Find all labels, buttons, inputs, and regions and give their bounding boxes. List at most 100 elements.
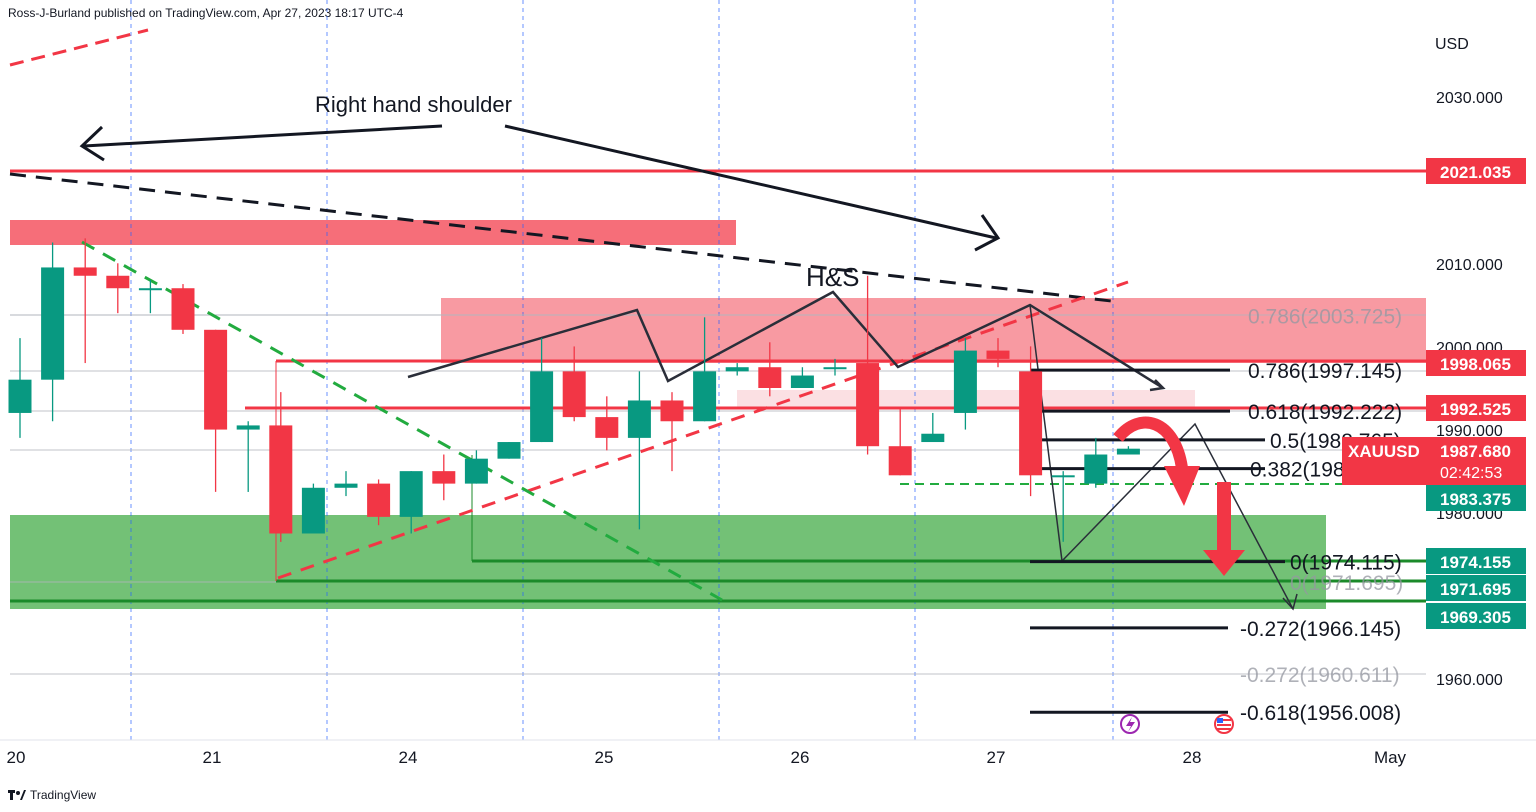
fib-label-0: 0.786(1997.145) [1248,360,1402,383]
current-price: 1987.680 [1440,442,1511,461]
candle-body-1 [41,267,65,380]
tradingview-logo-icon [8,789,26,801]
x-tick-label-4: 26 [791,748,810,767]
shoulder-arrow-right-head [974,214,1001,252]
event-lightning-glyph [1126,717,1135,732]
candle-body-23 [758,367,782,388]
candle-body-0 [8,379,32,413]
shoulder-arrow-left [83,124,443,148]
price-label-box-0 [1426,158,1526,184]
red-curved-arrow-head [1164,466,1200,506]
price-label-box-5 [1426,575,1526,601]
trendline-red-top [9,28,149,67]
price-label-5: 1971.695 [1440,580,1511,599]
candle-body-33 [1084,454,1108,484]
fib-label-4: 0(1974.115) [1290,552,1402,575]
candle-body-4 [138,288,162,291]
h-and-s-arrowhead [1149,379,1166,392]
candle-body-5 [171,288,195,330]
projection-arrowhead [1282,593,1298,611]
x-tick-label-3: 25 [595,748,614,767]
annotation-right-hand-shoulder: Right hand shoulder [315,92,512,117]
neckline-dashed-black [9,172,1121,304]
price-label-box-2 [1426,395,1526,421]
candle-body-24 [790,375,814,388]
y-tick-label-1: 2010.000 [1436,257,1503,274]
candle-body-34 [1116,448,1140,455]
y-tick-label-0: 2030.000 [1436,90,1503,107]
candle-body-7 [236,425,260,430]
price-label-3: 1983.375 [1440,490,1511,509]
footer-label: TradingView [30,788,97,802]
x-tick-label-7: May [1374,748,1407,767]
x-tick-label-0: 20 [7,748,26,767]
candle-body-30 [986,350,1010,359]
candle-body-10 [334,483,358,488]
fib-label-5: -0.272(1966.145) [1240,618,1401,641]
resistance-zone-h-and-s [441,298,1426,363]
x-tick-label-2: 24 [399,748,418,767]
price-label-box-1 [1426,350,1526,376]
x-tick-label-6: 28 [1183,748,1202,767]
tradingview-footer: TradingView [8,788,96,802]
candle-body-27 [888,446,912,476]
y-tick-label-5: 1960.000 [1436,672,1503,689]
candle-body-8 [269,425,293,534]
price-label-2: 1992.525 [1440,400,1511,419]
candle-body-19 [627,400,651,438]
fib-label-6: -0.618(1956.008) [1240,702,1401,725]
candle-body-6 [204,329,228,430]
candle-body-31 [1019,371,1043,476]
flag-stripe-2 [1217,724,1231,726]
projection-path [1029,304,1294,610]
candle-body-3 [106,275,130,289]
candle-body-28 [921,433,945,443]
candle-body-13 [432,471,456,484]
price-label-box-4 [1426,548,1526,574]
annotation-h-and-s: H&S [806,262,859,292]
price-label-box-6 [1426,603,1526,629]
shoulder-arrow-right [504,124,997,240]
price-label-box-3 [1426,485,1526,511]
x-tick-label-5: 27 [987,748,1006,767]
current-price-box [1342,437,1526,485]
red-down-arrow-head [1203,550,1245,576]
candle-body-15 [497,442,521,459]
axis-currency: USD [1435,36,1469,53]
price-label-1: 1998.065 [1440,355,1511,374]
candle-body-16 [530,371,554,443]
red-curved-arrow [1113,416,1188,470]
current-symbol: XAUUSD [1348,442,1420,461]
price-label-6: 1969.305 [1440,608,1511,627]
trendline-red-rising [277,280,1129,580]
fib-label-9: -0.272(1960.611) [1240,664,1400,687]
y-tick-label-3: 1990.000 [1436,423,1503,440]
fib-label-1: 0.618(1992.222) [1248,401,1402,424]
candle-body-17 [562,371,586,418]
resistance-zone-upper [10,220,736,245]
candle-body-26 [856,363,880,447]
candle-body-20 [660,400,684,422]
flag-stripe-1 [1217,719,1231,721]
candle-body-11 [367,483,391,517]
x-tick-label-1: 21 [203,748,222,767]
candle-body-21 [693,371,717,422]
flag-canton [1217,718,1223,723]
flag-stripe-3 [1217,728,1231,730]
current-countdown: 02:42:53 [1440,465,1502,482]
candle-body-2 [73,267,97,276]
red-down-arrow-shaft [1217,482,1231,552]
price-label-0: 2021.035 [1440,163,1511,182]
candle-body-18 [595,417,619,438]
candle-body-12 [399,471,423,517]
price-label-4: 1974.155 [1440,553,1511,572]
fib-label-7: 0.786(2003.725) [1248,305,1402,328]
candle-body-9 [301,487,325,534]
publisher-header: Ross-J-Burland published on TradingView.… [8,6,404,20]
candle-body-22 [725,367,749,372]
fib-label-8: 0(1971.695) [1290,572,1403,595]
candle-body-32 [1051,475,1075,478]
candle-body-14 [464,458,488,484]
candle-body-29 [953,350,977,413]
